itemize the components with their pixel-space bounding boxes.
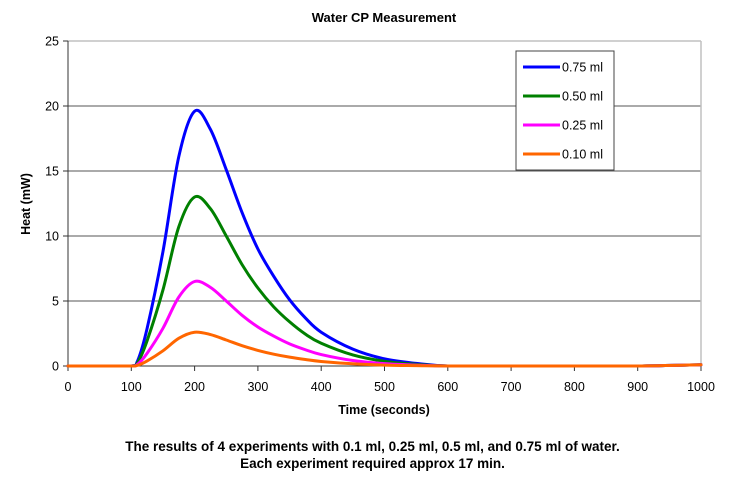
y-tick-label: 20 <box>45 100 59 114</box>
y-axis-title: Heat (mW) <box>19 173 33 235</box>
x-tick-label: 400 <box>311 380 332 394</box>
y-tick-label: 10 <box>45 230 59 244</box>
y-tick-label: 5 <box>52 295 59 309</box>
x-tick-label: 800 <box>564 380 585 394</box>
x-tick-label: 0 <box>65 380 72 394</box>
y-tick-label: 25 <box>45 35 59 49</box>
x-tick-label: 600 <box>437 380 458 394</box>
legend-label: 0.50 ml <box>562 90 603 104</box>
y-axis-ticks: 0 5 10 15 20 25 <box>45 35 68 374</box>
y-tick-label: 15 <box>45 165 59 179</box>
x-tick-label: 700 <box>501 380 522 394</box>
x-tick-label: 900 <box>627 380 648 394</box>
caption-line-1: The results of 4 experiments with 0.1 ml… <box>125 439 620 454</box>
legend-label: 0.75 ml <box>562 61 603 75</box>
y-tick-label: 0 <box>52 360 59 374</box>
series-line-0-10-ml <box>66 330 703 368</box>
series-line-0-50-ml <box>66 194 703 368</box>
legend-label: 0.25 ml <box>562 119 603 133</box>
x-tick-label: 500 <box>374 380 395 394</box>
chart-title: Water CP Measurement <box>312 10 457 25</box>
x-tick-label: 100 <box>121 380 142 394</box>
x-tick-label: 1000 <box>687 380 715 394</box>
caption-line-2: Each experiment required approx 17 min. <box>240 456 505 471</box>
legend-label: 0.10 ml <box>562 148 603 162</box>
x-tick-label: 200 <box>184 380 205 394</box>
x-tick-label: 300 <box>247 380 268 394</box>
legend-box <box>515 50 615 171</box>
x-axis-ticks: 0 100 200 300 400 500 600 700 800 900 1000 <box>65 366 715 394</box>
legend: 0.75 ml 0.50 ml 0.25 ml 0.10 ml <box>515 50 615 171</box>
series-lines <box>66 108 703 368</box>
x-axis-title: Time (seconds) <box>338 403 429 417</box>
chart: Water CP Measurement 0 5 10 15 20 25 0 100 200 3… <box>19 10 715 417</box>
